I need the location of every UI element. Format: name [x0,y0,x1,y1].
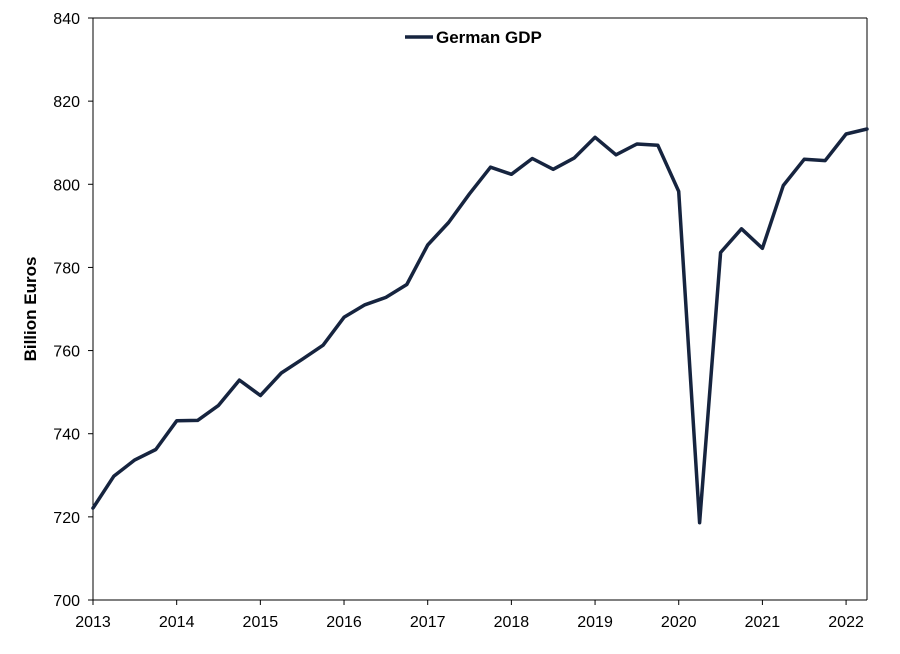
y-tick-label: 840 [53,11,80,28]
x-tick-label: 2013 [75,614,111,631]
x-tick-label: 2018 [494,614,530,631]
x-tick-label: 2019 [577,614,613,631]
legend-label: German GDP [436,28,542,47]
y-tick-label: 760 [53,344,80,361]
y-tick-label: 700 [53,593,80,610]
x-tick-label: 2014 [159,614,195,631]
series-layer [91,127,869,525]
legend: German GDP [405,28,542,47]
y-tick-label: 800 [53,177,80,194]
y-tick-label: 820 [53,94,80,111]
x-tick-label: 2020 [661,614,697,631]
x-tick-label: 2022 [828,614,864,631]
y-axis-title: Billion Euros [21,257,40,362]
y-tick-label: 720 [53,510,80,527]
x-axis-ticks: 2013 2014 2015 2016 2017 2018 2019 2020 2021 2022 [75,600,864,631]
y-axis-ticks: 700 720 740 760 780 800 820 840 [53,11,93,610]
x-tick-label: 2021 [745,614,781,631]
y-tick-label: 780 [53,260,80,277]
x-tick-label: 2017 [410,614,446,631]
axes [92,17,868,601]
x-tick-label: 2016 [326,614,362,631]
y-tick-label: 740 [53,427,80,444]
series-line-german-gdp [91,127,869,525]
x-tick-label: 2015 [243,614,279,631]
